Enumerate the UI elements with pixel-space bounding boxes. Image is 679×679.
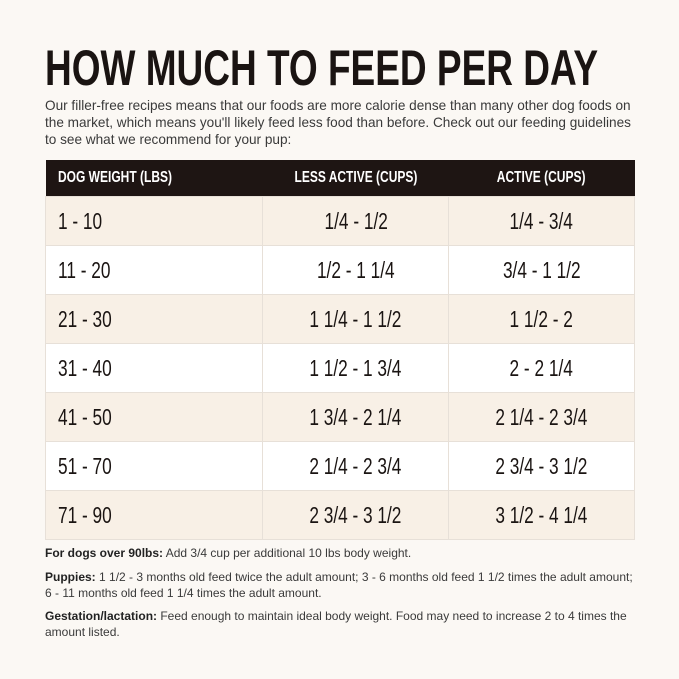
note-label: For dogs over 90lbs: <box>45 546 164 560</box>
table-row: 31 - 40 1 1/2 - 1 3/4 2 - 2 1/4 <box>44 343 635 393</box>
cell-value: 3/4 - 1 1/2 <box>502 256 581 283</box>
cell-value: 3 1/2 - 4 1/4 <box>495 501 588 528</box>
page-title: HOW MUCH TO FEED PER DAY <box>45 40 598 96</box>
cell-value: 2 1/4 - 2 3/4 <box>309 452 402 479</box>
header-active: ACTIVE (CUPS) <box>448 160 635 197</box>
header-label: ACTIVE (CUPS) <box>497 169 586 186</box>
cell-value: 2 - 2 1/4 <box>509 354 574 381</box>
cell-active: 1 1/2 - 2 <box>448 294 635 344</box>
cell-value: 1/4 - 1/2 <box>324 207 388 234</box>
note-label: Puppies: <box>45 570 96 584</box>
cell-value: 2 1/4 - 2 3/4 <box>495 403 588 430</box>
cell-value: 1/2 - 1 1/4 <box>316 256 395 283</box>
table-row: 71 - 90 2 3/4 - 3 1/2 3 1/2 - 4 1/4 <box>44 490 635 540</box>
cell-value: 71 - 90 <box>58 501 112 528</box>
cell-value: 1/4 - 3/4 <box>509 207 574 234</box>
cell-value: 1 1/4 - 1 1/2 <box>309 305 402 332</box>
cell-weight: 1 - 10 <box>44 196 264 246</box>
cell-less-active: 1 1/2 - 1 3/4 <box>262 343 450 393</box>
cell-value: 1 1/2 - 2 <box>509 305 574 332</box>
cell-weight: 31 - 40 <box>44 343 264 393</box>
note-label: Gestation/lactation: <box>45 609 158 623</box>
table-row: 41 - 50 1 3/4 - 2 1/4 2 1/4 - 2 3/4 <box>44 392 635 442</box>
cell-value: 41 - 50 <box>58 403 112 430</box>
cell-value: 31 - 40 <box>58 354 112 381</box>
cell-active: 3/4 - 1 1/2 <box>448 245 635 295</box>
feeding-table: DOG WEIGHT (LBS) LESS ACTIVE (CUPS) ACTI… <box>44 160 635 540</box>
cell-weight: 51 - 70 <box>44 441 264 491</box>
header-label: LESS ACTIVE (CUPS) <box>294 169 418 186</box>
note-text: Add 3/4 cup per additional 10 lbs body w… <box>163 546 412 560</box>
cell-less-active: 1 1/4 - 1 1/2 <box>262 294 450 344</box>
cell-value: 2 3/4 - 3 1/2 <box>309 501 402 528</box>
note-over-90: For dogs over 90lbs: Add 3/4 cup per add… <box>45 546 635 562</box>
cell-weight: 71 - 90 <box>44 490 264 540</box>
cell-less-active: 1/4 - 1/2 <box>262 196 450 246</box>
note-gestation: Gestation/lactation: Feed enough to main… <box>45 609 635 640</box>
note-puppies: Puppies: 1 1/2 - 3 months old feed twice… <box>45 570 635 601</box>
header-less-active: LESS ACTIVE (CUPS) <box>262 160 449 197</box>
cell-less-active: 1/2 - 1 1/4 <box>262 245 450 295</box>
cell-weight: 21 - 30 <box>44 294 264 344</box>
cell-active: 1/4 - 3/4 <box>448 196 635 246</box>
table-row: 11 - 20 1/2 - 1 1/4 3/4 - 1 1/2 <box>44 245 635 295</box>
cell-value: 1 - 10 <box>58 207 103 234</box>
table-header-row: DOG WEIGHT (LBS) LESS ACTIVE (CUPS) ACTI… <box>45 160 635 197</box>
table-row: 1 - 10 1/4 - 1/2 1/4 - 3/4 <box>44 196 635 246</box>
cell-value: 1 3/4 - 2 1/4 <box>309 403 402 430</box>
cell-value: 2 3/4 - 3 1/2 <box>495 452 588 479</box>
cell-active: 2 - 2 1/4 <box>448 343 635 393</box>
note-text: Feed enough to maintain ideal body weigh… <box>45 609 627 639</box>
cell-value: 1 1/2 - 1 3/4 <box>309 354 402 381</box>
cell-active: 2 3/4 - 3 1/2 <box>448 441 635 491</box>
header-dog-weight: DOG WEIGHT (LBS) <box>45 160 263 197</box>
cell-active: 2 1/4 - 2 3/4 <box>448 392 635 442</box>
intro-paragraph: Our filler-free recipes means that our f… <box>45 98 631 147</box>
cell-less-active: 2 3/4 - 3 1/2 <box>262 490 450 540</box>
header-label: DOG WEIGHT (LBS) <box>57 169 172 186</box>
table-row: 21 - 30 1 1/4 - 1 1/2 1 1/2 - 2 <box>44 294 635 344</box>
cell-weight: 11 - 20 <box>44 245 264 295</box>
cell-active: 3 1/2 - 4 1/4 <box>448 490 635 540</box>
cell-value: 51 - 70 <box>58 452 112 479</box>
table-row: 51 - 70 2 1/4 - 2 3/4 2 3/4 - 3 1/2 <box>44 441 635 491</box>
cell-value: 21 - 30 <box>58 305 112 332</box>
note-text: 1 1/2 - 3 months old feed twice the adul… <box>45 570 633 600</box>
cell-less-active: 2 1/4 - 2 3/4 <box>262 441 450 491</box>
cell-less-active: 1 3/4 - 2 1/4 <box>262 392 450 442</box>
cell-value: 11 - 20 <box>58 256 111 283</box>
cell-weight: 41 - 50 <box>44 392 264 442</box>
